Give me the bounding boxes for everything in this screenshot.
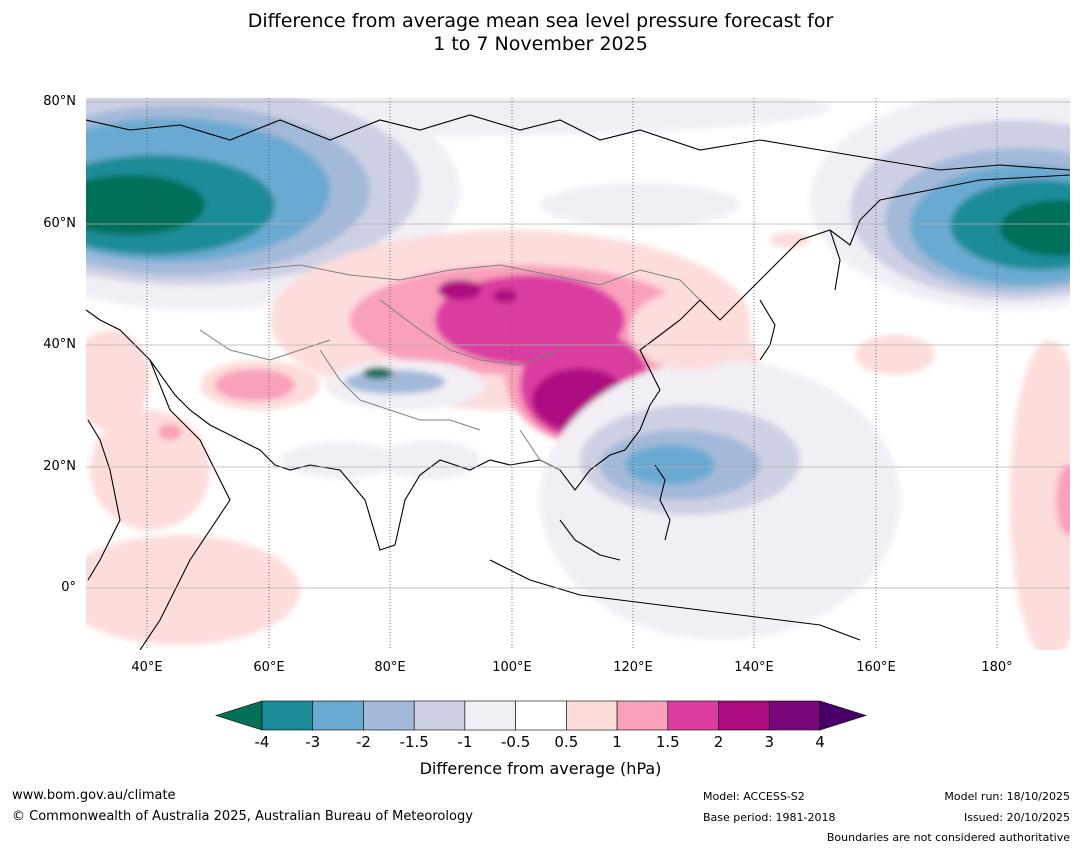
anomaly-south-africa: [60, 535, 300, 645]
colorbar-tick-label: -1.5: [394, 733, 434, 751]
colorbar-over-extension: [820, 701, 866, 730]
lon-label-100e: 100°E: [482, 660, 542, 675]
colorbar-tick-label: -1: [445, 733, 485, 751]
colorbar-tick-label: 0.5: [546, 733, 586, 751]
colorbar-segment: [465, 701, 516, 730]
colorbar-tick-label: -4: [242, 733, 282, 751]
footer-website-link[interactable]: www.bom.gov.au/climate: [12, 788, 176, 803]
colorbar-label: Difference from average (hPa): [0, 759, 1081, 778]
colorbar-segment: [516, 701, 567, 730]
anomaly-asia-high-4b: [438, 280, 482, 300]
lat-label-40n: 40°N: [0, 337, 76, 352]
lat-label-60n: 60°N: [0, 216, 76, 231]
pressure-anomaly-map: [0, 0, 1081, 700]
colorbar-segment: [719, 701, 770, 730]
anomaly-siberia-faint: [540, 183, 740, 227]
colorbar-segment: [262, 701, 313, 730]
anomaly-okhotsk: [770, 232, 810, 248]
colorbar-tick-label: 1: [597, 733, 637, 751]
colorbar-tick-label: 4: [800, 733, 840, 751]
lon-label-60e: 60°E: [239, 660, 299, 675]
colorbar-segment: [668, 701, 719, 730]
colorbar-tick-label: -3: [293, 733, 333, 751]
footer-copyright: © Commonwealth of Australia 2025, Austra…: [12, 809, 473, 824]
anomaly-asia-high-4c: [493, 289, 517, 303]
lon-label-160e: 160°E: [846, 660, 906, 675]
lon-label-140e: 140°E: [724, 660, 784, 675]
colorbar-segment: [363, 701, 414, 730]
lon-label-40e: 40°E: [117, 660, 177, 675]
colorbar-tick-label: -2: [343, 733, 383, 751]
anomaly-karakoram-2: [345, 370, 445, 394]
lon-label-80e: 80°E: [360, 660, 420, 675]
colorbar-under-extension: [216, 701, 262, 730]
colorbar-segment: [313, 701, 364, 730]
anomaly-wpac-4: [625, 445, 715, 485]
colorbar-tick-label: 3: [749, 733, 789, 751]
anomaly-korea: [630, 290, 750, 370]
colorbar-segment: [617, 701, 668, 730]
colorbar-tick-label: 2: [699, 733, 739, 751]
anomaly-east-pac-2: [1056, 465, 1080, 535]
footer-disclaimer: Boundaries are not considered authoritat…: [827, 831, 1070, 844]
lon-label-120e: 120°E: [603, 660, 663, 675]
lat-label-0: 0°: [0, 580, 76, 595]
colorbar-segments: [216, 701, 866, 730]
colorbar-segment: [414, 701, 465, 730]
colorbar-tick-label: 1.5: [648, 733, 688, 751]
colorbar-segment: [769, 701, 820, 730]
anomaly-npac: [855, 335, 935, 375]
anomaly-karakoram-3: [363, 367, 393, 379]
footer-base-period: Base period: 1981-2018: [703, 811, 835, 824]
anomaly-mideast-2: [215, 369, 295, 401]
footer-model-run: Model run: 18/10/2025: [944, 790, 1070, 803]
anomaly-west-russia-6: [55, 175, 205, 235]
lat-label-20n: 20°N: [0, 459, 76, 474]
footer-model: Model: ACCESS-S2: [703, 790, 805, 803]
anomaly-bay-bengal-faint: [380, 440, 480, 480]
lat-label-80n: 80°N: [0, 94, 76, 109]
lon-label-180: 180°: [967, 660, 1027, 675]
footer-issued: Issued: 20/10/2025: [964, 811, 1070, 824]
colorbar-tick-label: -0.5: [496, 733, 536, 751]
colorbar-segment: [566, 701, 617, 730]
anomaly-africa-2: [158, 424, 182, 440]
